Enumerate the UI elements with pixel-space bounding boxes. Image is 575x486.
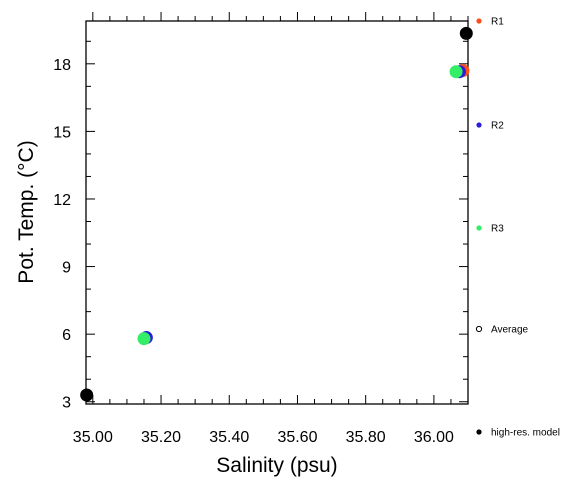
legend: R1 R2 R3 Average high-res. model [475,17,560,439]
legend-label: R1 [491,17,504,28]
x-tick-label: 36.00 [414,429,454,446]
x-tick-label: 35.00 [73,429,113,446]
legend-marker [476,429,482,435]
data-point [80,388,94,402]
x-tick-label: 35.40 [209,429,249,446]
x-axis-title: Salinity (psu) [216,454,337,477]
y-tick-label: 12 [53,192,71,209]
legend-label: R2 [491,121,504,132]
x-tick-label: 35.60 [277,429,317,446]
legend-label: R3 [491,224,504,235]
y-tick-label: 18 [53,57,71,74]
data-point [459,26,473,40]
legend-marker [476,225,482,231]
data-point [449,65,463,79]
x-tick-label: 35.80 [346,429,386,446]
y-tick-label: 3 [62,395,71,412]
legend-marker [476,122,482,128]
data-point [137,332,151,346]
y-tick-label: 6 [62,327,71,344]
y-tick-label: 15 [53,124,71,141]
plot-frame [85,20,469,405]
x-tick-label: 35.20 [141,429,181,446]
x-axis: 35.00 35.20 35.40 35.60 35.80 36.00 [73,12,469,446]
legend-marker [475,325,483,333]
legend-label: Average [491,325,529,336]
legend-label: high-res. model [491,428,560,439]
legend-marker [476,18,482,24]
y-tick-label: 9 [62,260,71,277]
data-points [80,26,473,402]
y-axis: 3 6 9 12 15 18 [53,40,468,412]
y-axis-title: Pot. Temp. (°C) [15,140,38,283]
